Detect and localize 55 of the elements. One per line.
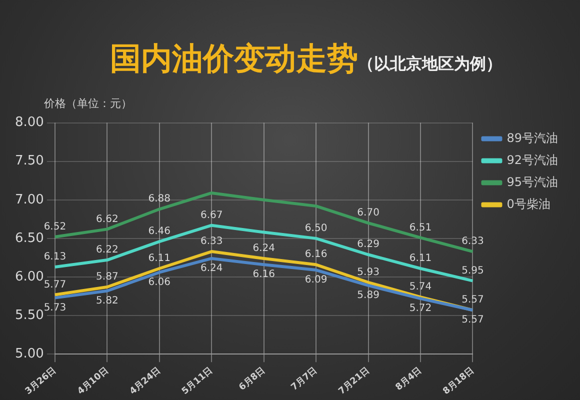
data-label: 5.77 — [44, 279, 66, 290]
data-label: 5.72 — [409, 303, 432, 314]
data-label: 5.57 — [462, 314, 484, 326]
chart-subtitle: （以北京地区为例） — [358, 54, 502, 75]
legend-label: 0号柴油 — [506, 196, 550, 211]
data-label: 6.33 — [200, 236, 223, 248]
data-label: 5.93 — [357, 266, 380, 278]
y-tick-label: 6.50 — [14, 230, 44, 246]
data-label: 6.13 — [44, 252, 66, 263]
x-tick-label: 5月11日 — [180, 364, 216, 397]
data-label: 6.67 — [200, 210, 223, 221]
data-label: 6.24 — [252, 243, 275, 254]
data-label: 6.62 — [96, 214, 118, 225]
y-tick-label: 7.00 — [14, 192, 44, 208]
data-label: 5.57 — [462, 294, 484, 306]
data-label: 6.50 — [304, 223, 328, 234]
data-label: 6.46 — [148, 226, 171, 238]
x-tick-label: 7月21日 — [336, 364, 372, 397]
data-label: 6.51 — [409, 222, 432, 234]
data-label: 5.74 — [409, 282, 432, 293]
data-label: 6.11 — [148, 253, 171, 264]
data-label: 5.82 — [96, 295, 118, 306]
x-tick-label: 6月8日 — [236, 364, 268, 393]
data-label: 6.11 — [409, 253, 432, 264]
data-label: 6.09 — [304, 274, 328, 286]
data-label: 6.16 — [252, 269, 275, 280]
x-tick-label: 8月4日 — [393, 364, 424, 393]
x-tick-label: 7月7日 — [289, 364, 320, 393]
data-label: 5.95 — [462, 265, 484, 276]
data-label: 6.24 — [200, 263, 223, 274]
data-label: 6.22 — [96, 244, 118, 256]
y-axis-title: 价格（单位：元） — [44, 96, 132, 111]
legend-label: 89号汽油 — [506, 130, 558, 145]
y-tick-label: 5.00 — [14, 346, 44, 362]
y-tick-label: 8.00 — [14, 115, 44, 130]
x-tick-label: 4月10日 — [75, 364, 111, 397]
legend-label: 92号汽油 — [506, 152, 558, 167]
y-tick-label: 7.50 — [14, 154, 44, 169]
data-label: 6.16 — [304, 249, 328, 260]
data-label: 6.88 — [148, 194, 171, 205]
data-label: 5.87 — [96, 272, 118, 283]
x-tick-label: 3月26日 — [23, 364, 58, 397]
data-label: 6.52 — [44, 221, 66, 232]
data-label: 6.33 — [462, 236, 484, 248]
data-label: 5.89 — [357, 290, 380, 302]
data-label: 6.06 — [148, 276, 171, 288]
legend-label: 95号汽油 — [506, 174, 558, 189]
data-label: 5.73 — [44, 302, 66, 314]
y-tick-label: 6.00 — [14, 269, 44, 284]
y-tick-label: 5.50 — [14, 308, 44, 323]
x-tick-label: 8月18日 — [440, 364, 476, 397]
chart-title: 国内油价变动走势 — [110, 40, 358, 79]
data-label: 6.70 — [357, 208, 380, 219]
data-label: 6.29 — [357, 239, 380, 250]
x-tick-label: 4月24日 — [128, 364, 163, 397]
